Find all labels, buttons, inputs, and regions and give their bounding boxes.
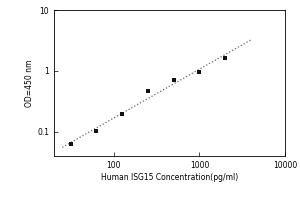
Point	[94, 129, 99, 133]
Point	[68, 142, 73, 146]
X-axis label: Human ISG15 Concentration(pg/ml): Human ISG15 Concentration(pg/ml)	[101, 173, 238, 182]
Point	[120, 113, 124, 116]
Y-axis label: OD=450 nm: OD=450 nm	[26, 59, 34, 107]
Point	[197, 71, 202, 74]
Point	[171, 78, 176, 81]
Point	[223, 56, 228, 59]
Point	[146, 90, 150, 93]
